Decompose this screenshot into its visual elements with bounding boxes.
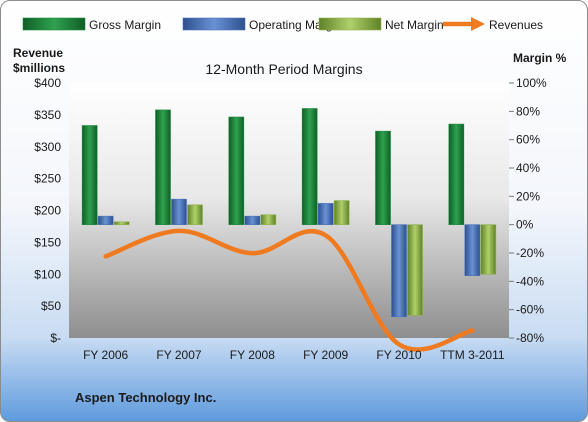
bar-operating-margin: [464, 224, 481, 276]
company-name: Aspen Technology Inc.: [75, 390, 216, 405]
left-tick-label: $150: [34, 235, 61, 249]
bar-gross-margin: [155, 109, 171, 225]
legend-swatch-operating-margin: [182, 17, 246, 31]
right-tick-label: 40%: [516, 161, 540, 175]
right-tick-label: 80%: [516, 104, 540, 118]
legend-label-net-margin: Net Margin: [385, 18, 444, 32]
revenue-line-series: [103, 228, 475, 352]
right-tick-label: 60%: [516, 133, 540, 147]
bar-net-margin: [407, 224, 423, 316]
left-tick-label: $100: [34, 267, 61, 281]
left-tick-label: $-: [50, 331, 61, 345]
bar-operating-margin: [171, 198, 187, 225]
bar-series: [81, 108, 497, 318]
left-tick-label: $250: [34, 172, 61, 186]
right-axis-title: Margin %: [513, 51, 567, 65]
category-label: FY 2009: [303, 348, 348, 362]
bar-operating-margin: [317, 203, 334, 225]
right-tick-label: -60%: [516, 303, 544, 317]
category-label: FY 2006: [83, 348, 128, 362]
bar-gross-margin: [81, 125, 98, 225]
right-tick-label: 100%: [516, 76, 547, 90]
category-axis-labels: FY 2006 FY 2007 FY 2008 FY 2009 FY 2010 TTM 3…: [83, 348, 505, 362]
right-tick-label: 0%: [516, 218, 534, 232]
category-label: FY 2010: [376, 348, 421, 362]
category-label: TTM 3-2011: [440, 348, 505, 362]
left-axis-title-line1: Revenue: [13, 46, 63, 60]
legend: Gross Margin Operating Margin Net Margin Re…: [22, 17, 543, 32]
legend-swatch-gross-margin: [22, 17, 86, 31]
plot-area: [69, 83, 509, 338]
right-tick-label: -40%: [516, 274, 544, 288]
left-tick-label: $200: [34, 204, 61, 218]
bar-operating-margin: [391, 224, 407, 318]
bar-operating-margin: [244, 215, 261, 225]
legend-swatch-net-margin: [318, 17, 382, 31]
bar-operating-margin: [97, 215, 114, 225]
legend-label-operating-margin: Operating Margin: [249, 18, 342, 32]
bar-net-margin: [113, 221, 130, 225]
legend-label-gross-margin: Gross Margin: [89, 18, 161, 32]
right-tick-label: -20%: [516, 246, 544, 260]
left-tick-label: $50: [41, 299, 61, 313]
bar-gross-margin: [228, 116, 245, 225]
bar-net-margin: [260, 214, 277, 225]
category-label: FY 2007: [156, 348, 201, 362]
left-tick-label: $300: [34, 140, 61, 154]
revenue-line: [103, 228, 475, 352]
left-tick-label: $350: [34, 108, 61, 122]
chart-title: 12-Month Period Margins: [205, 61, 362, 77]
left-axis-ticks: $- $50 $100 $150 $200 $250 $300 $350 $400: [34, 76, 61, 345]
left-axis-title-line2: $millions: [13, 61, 65, 75]
legend-arrow-icon: [471, 17, 485, 31]
left-tick-label: $400: [34, 76, 61, 90]
bar-gross-margin: [301, 108, 318, 225]
bar-net-margin: [187, 204, 203, 225]
bar-gross-margin: [375, 130, 391, 225]
right-tick-label: -80%: [516, 331, 544, 345]
category-label: FY 2008: [230, 348, 275, 362]
right-tick-label: 20%: [516, 189, 540, 203]
bar-gross-margin: [448, 123, 465, 225]
bar-net-margin: [480, 224, 497, 275]
bar-net-margin: [333, 200, 350, 225]
legend-label-revenues: Revenues: [489, 18, 543, 32]
right-axis-ticks: -80% -60% -40% -20% 0% 20% 40% 60% 80% 100%: [509, 76, 547, 345]
